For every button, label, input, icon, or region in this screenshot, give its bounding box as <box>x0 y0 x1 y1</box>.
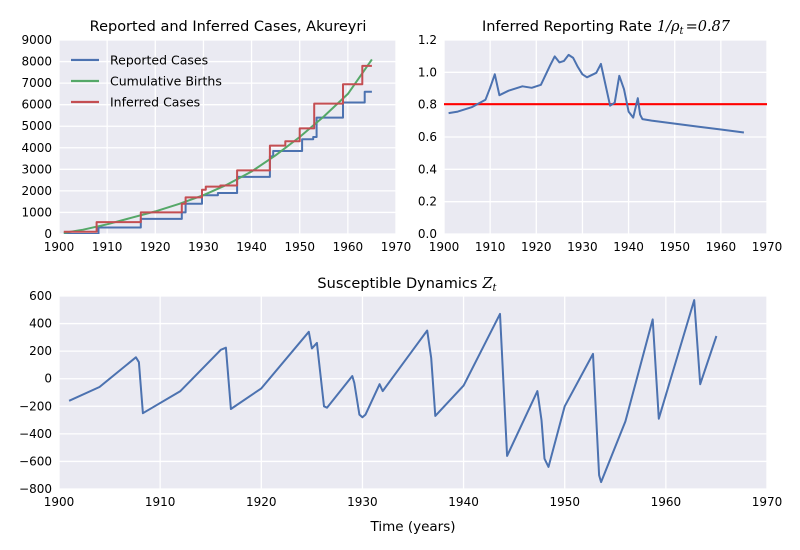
cases-x-tick-label: 1960 <box>333 240 364 254</box>
legend-label: Reported Cases <box>110 53 208 68</box>
susceptible-y-tick-label: −600 <box>19 454 52 468</box>
susceptible-dynamics-title-text: Susceptible Dynamics <box>317 276 477 292</box>
cases-y-tick-label: 3000 <box>21 162 52 176</box>
susceptible-y-tick-label: −800 <box>19 482 52 496</box>
cases-x-tick-label: 1940 <box>236 240 267 254</box>
susceptible-y-tick-label: 0 <box>44 372 52 386</box>
reporting-rate-title-num: 1 <box>657 19 666 35</box>
rate-y-tick-label: 1.0 <box>418 65 437 79</box>
susceptible-y-tick-label: 200 <box>29 344 52 358</box>
cases-cumulative-births-line <box>63 58 373 234</box>
rate-y-tick-label: 1.2 <box>418 33 437 47</box>
cases-chart: Reported and Inferred Cases, Akureyri 19… <box>21 19 411 254</box>
rate-x-tick-label: 1910 <box>475 240 506 254</box>
cases-y-tick-label: 0 <box>44 227 52 241</box>
rate-series-line <box>448 53 745 134</box>
cases-plot-area <box>59 40 396 234</box>
cases-y-tick-label: 5000 <box>21 119 52 133</box>
susceptible-x-tick-label: 1940 <box>448 495 479 509</box>
legend-label: Inferred Cases <box>110 95 200 110</box>
rate-x-tick-label: 1900 <box>429 240 460 254</box>
susceptible-y-tick-label: −400 <box>19 427 52 441</box>
rate-x-tick-label: 1970 <box>752 240 783 254</box>
susceptible-series-line <box>68 299 718 484</box>
rate-y-tick-label: 0.6 <box>418 130 437 144</box>
rate-x-tick-label: 1960 <box>706 240 737 254</box>
rate-y-tick-label: 0.4 <box>418 162 437 176</box>
cases-y-tick-label: 1000 <box>21 205 52 219</box>
susceptible-x-tick-label: 1930 <box>347 495 378 509</box>
cases-x-tick-label: 1970 <box>381 240 412 254</box>
cases-y-tick-label: 4000 <box>21 141 52 155</box>
cases-x-tick-label: 1910 <box>92 240 123 254</box>
rate-x-tick-label: 1940 <box>613 240 644 254</box>
cases-y-tick-label: 2000 <box>21 184 52 198</box>
rate-x-tick-label: 1950 <box>659 240 690 254</box>
cases-chart-title: Reported and Inferred Cases, Akureyri <box>90 19 367 35</box>
rate-x-tick-label: 1930 <box>567 240 598 254</box>
susceptible-y-tick-label: −200 <box>19 399 52 413</box>
rate-y-tick-label: 0.2 <box>418 195 437 209</box>
susceptible-x-tick-label: 1910 <box>145 495 176 509</box>
susceptible-x-tick-label: 1920 <box>246 495 277 509</box>
cases-inferred-cases-line <box>63 64 372 233</box>
susceptible-x-tick-label: 1900 <box>44 495 75 509</box>
reporting-rate-chart: Inferred Reporting Rate 1/ρt =0.87 1900 191… <box>418 19 782 254</box>
susceptible-dynamics-title: Susceptible Dynamics Zt <box>317 276 497 294</box>
susceptible-y-tick-label: 400 <box>29 317 52 331</box>
legend-label: Cumulative Births <box>110 74 222 89</box>
rate-x-tick-label: 1920 <box>521 240 552 254</box>
reporting-rate-title: Inferred Reporting Rate 1/ρt =0.87 <box>482 19 731 37</box>
cases-x-tick-label: 1950 <box>284 240 315 254</box>
cases-x-tick-label: 1920 <box>140 240 171 254</box>
susceptible-plot-area <box>59 296 767 489</box>
rate-y-tick-label: 0.8 <box>418 98 437 112</box>
susceptible-dynamics-title-sub: t <box>493 283 498 294</box>
cases-x-tick-label: 1900 <box>44 240 75 254</box>
reporting-rate-title-val: =0.87 <box>686 19 731 35</box>
susceptible-x-tick-label: 1960 <box>651 495 682 509</box>
reporting-rate-title-text: Inferred Reporting Rate <box>482 19 652 35</box>
cases-x-tick-label: 1930 <box>188 240 219 254</box>
susceptible-x-tick-label: 1950 <box>549 495 580 509</box>
cases-y-tick-label: 9000 <box>21 33 52 47</box>
rate-y-tick-label: 0.0 <box>418 227 437 241</box>
cases-y-tick-label: 7000 <box>21 76 52 90</box>
susceptible-x-tick-label: 1970 <box>752 495 783 509</box>
cases-y-tick-label: 6000 <box>21 98 52 112</box>
susceptible-y-tick-label: 600 <box>29 289 52 303</box>
reporting-rate-title-sub: t <box>680 26 685 37</box>
susceptible-dynamics-title-sym: Z <box>481 276 493 292</box>
reporting-rate-title-sym: ρ <box>670 19 680 35</box>
susceptible-dynamics-xlabel: Time (years) <box>369 519 455 535</box>
cases-y-tick-label: 8000 <box>21 55 52 69</box>
susceptible-dynamics-chart: Susceptible Dynamics Zt Time (years) 1900… <box>19 276 782 535</box>
